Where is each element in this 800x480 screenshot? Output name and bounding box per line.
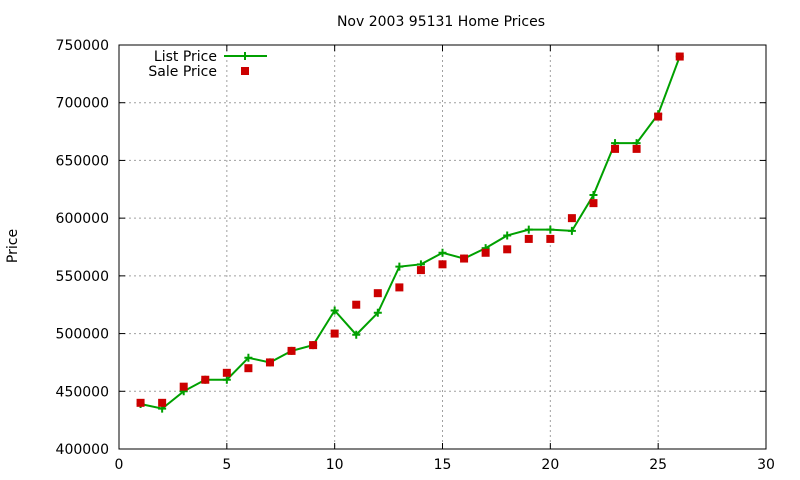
x-tick-label: 25 bbox=[649, 457, 667, 473]
point-list-price bbox=[352, 330, 361, 339]
point-sale-price bbox=[654, 112, 663, 121]
y-tick-label: 750000 bbox=[56, 38, 109, 54]
x-tick-label: 20 bbox=[541, 457, 559, 473]
point-sale-price bbox=[546, 234, 555, 243]
point-sale-price bbox=[460, 254, 469, 263]
chart-title: Nov 2003 95131 Home Prices bbox=[337, 14, 545, 30]
point-sale-price bbox=[265, 358, 274, 367]
point-list-price bbox=[438, 248, 447, 257]
point-sale-price bbox=[287, 346, 296, 355]
legend: List Price Sale Price bbox=[148, 49, 267, 80]
y-tick-labels: 400000 450000 500000 550000 600000 650000 7000… bbox=[56, 38, 109, 458]
point-list-price bbox=[567, 226, 576, 235]
point-sale-price bbox=[330, 329, 339, 338]
y-tick-label: 700000 bbox=[56, 96, 109, 112]
point-list-price bbox=[373, 308, 382, 317]
x-tick-labels: 0 5 10 15 20 25 30 bbox=[115, 457, 775, 473]
point-sale-price bbox=[503, 245, 512, 254]
point-list-price bbox=[244, 353, 253, 362]
point-sale-price bbox=[524, 234, 533, 243]
y-tick-label: 400000 bbox=[56, 442, 109, 458]
y-tick-label: 550000 bbox=[56, 269, 109, 285]
point-list-price bbox=[395, 262, 404, 271]
x-tick-label: 30 bbox=[757, 457, 775, 473]
point-list-price bbox=[503, 231, 512, 240]
axis-ticks bbox=[118, 44, 767, 450]
series-line-list-price bbox=[140, 56, 681, 410]
series-list-price bbox=[136, 52, 684, 413]
point-sale-price bbox=[567, 214, 576, 223]
y-tick-label: 450000 bbox=[56, 384, 109, 400]
point-sale-price bbox=[611, 144, 620, 153]
point-sale-price bbox=[438, 260, 447, 269]
point-sale-price bbox=[675, 52, 684, 61]
point-sale-price bbox=[416, 266, 425, 275]
y-tick-label: 500000 bbox=[56, 327, 109, 343]
point-sale-price bbox=[222, 368, 231, 377]
x-tick-label: 0 bbox=[115, 457, 124, 473]
point-sale-price bbox=[632, 144, 641, 153]
point-list-price bbox=[524, 225, 533, 234]
point-sale-price bbox=[481, 248, 490, 257]
grid-lines bbox=[119, 45, 766, 449]
legend-label-sale-price: Sale Price bbox=[148, 64, 217, 80]
point-sale-price bbox=[373, 289, 382, 298]
point-sale-price bbox=[352, 300, 361, 309]
point-sale-price bbox=[136, 398, 145, 407]
point-list-price bbox=[330, 306, 339, 315]
legend-label-list-price: List Price bbox=[154, 49, 217, 65]
point-sale-price bbox=[395, 283, 404, 292]
point-list-price bbox=[546, 225, 555, 234]
x-tick-label: 10 bbox=[326, 457, 344, 473]
x-tick-label: 5 bbox=[222, 457, 231, 473]
y-tick-label: 650000 bbox=[56, 153, 109, 169]
x-tick-label: 15 bbox=[434, 457, 452, 473]
point-sale-price bbox=[589, 199, 598, 208]
y-tick-label: 600000 bbox=[56, 211, 109, 227]
point-sale-price bbox=[179, 382, 188, 391]
y-axis-label: Price bbox=[5, 229, 21, 263]
series-sale-price bbox=[136, 52, 684, 407]
point-sale-price bbox=[201, 375, 210, 384]
point-sale-price bbox=[309, 341, 318, 350]
legend-marker-list-price bbox=[241, 52, 249, 60]
point-sale-price bbox=[158, 398, 167, 407]
point-sale-price bbox=[244, 364, 253, 373]
legend-marker-sale-price bbox=[241, 67, 249, 75]
point-list-price bbox=[589, 191, 598, 200]
point-list-price bbox=[222, 375, 231, 384]
